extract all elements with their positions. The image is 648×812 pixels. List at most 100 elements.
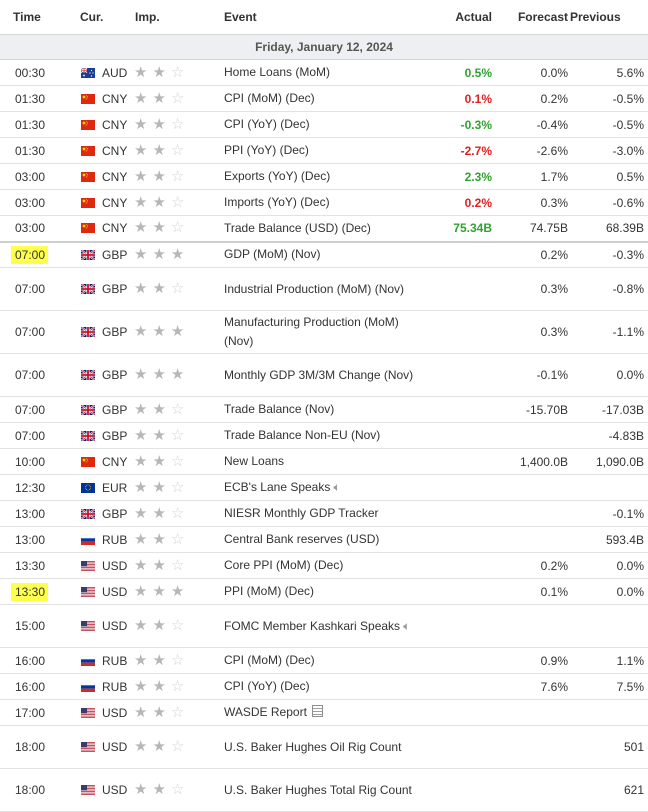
event-row[interactable]: 01:30 CNY ★ ★ ☆ CPI (MoM) (Dec) 0.1% 0.2% -0.5% [0, 85, 648, 112]
event-row[interactable]: 01:30 CNY ★ ★ ☆ CPI (YoY) (Dec) -0.3% -0.4% -0.5… [0, 111, 648, 138]
event-name[interactable]: Trade Balance (Nov) [224, 402, 335, 416]
event-row[interactable]: 03:00 CNY ★ ★ ☆ Exports (YoY) (Dec) 2.3% 1.7% 0.… [0, 163, 648, 190]
event-cell[interactable]: Exports (YoY) (Dec) [222, 163, 414, 190]
event-cell[interactable]: CPI (MoM) (Dec) [222, 647, 414, 674]
event-row[interactable]: 00:30 AUD ★ ★ ☆ Home Loans (MoM) 0.5% 0.0% 5.6% [0, 59, 648, 86]
event-name[interactable]: Central Bank reserves (USD) [224, 532, 380, 546]
event-cell[interactable]: Central Bank reserves (USD) [222, 526, 414, 553]
event-name[interactable]: NIESR Monthly GDP Tracker [224, 506, 379, 520]
event-name[interactable]: PPI (MoM) (Dec) [224, 584, 314, 598]
importance-cell: ★ ★ ☆ [132, 673, 222, 700]
previous-value: -4.83B [570, 422, 648, 449]
event-cell[interactable]: GDP (MoM) (Nov) [222, 241, 414, 268]
event-name[interactable]: Home Loans (MoM) [224, 65, 331, 79]
event-row[interactable]: 07:00 GBP ★ ★ ☆ Trade Balance (Nov) -15.70B -17… [0, 396, 648, 423]
header-currency[interactable]: Cur. [70, 0, 132, 35]
star-filled-icon: ★ [170, 366, 185, 383]
event-row[interactable]: 01:30 CNY ★ ★ ☆ PPI (YoY) (Dec) -2.7% -2.6% -3.0… [0, 137, 648, 164]
cn-flag-icon [81, 456, 95, 467]
event-row[interactable]: 10:00 CNY ★ ★ ☆ New Loans 1,400.0B 1,090.0B [0, 448, 648, 475]
currency-code: GBP [102, 506, 128, 521]
header-previous[interactable]: Previous [570, 0, 648, 35]
event-row[interactable]: 12:30 EUR ★ ★ ☆ ECB's Lane Speaks 🔈︎ [0, 474, 648, 501]
event-name[interactable]: U.S. Baker Hughes Total Rig Count [224, 782, 412, 797]
event-name[interactable]: Exports (YoY) (Dec) [224, 169, 331, 183]
time-value: 18:00 [15, 740, 46, 754]
event-name[interactable]: Trade Balance (USD) (Dec) [224, 220, 371, 235]
time-value: 13:00 [15, 506, 46, 521]
event-row[interactable]: 16:00 RUB ★ ★ ☆ CPI (MoM) (Dec) 0.9% 1.1% [0, 647, 648, 674]
event-row[interactable]: 07:00 GBP ★ ★ ★ Manufacturing Production (MoM… [0, 310, 648, 354]
event-cell[interactable]: PPI (YoY) (Dec) [222, 137, 414, 164]
event-cell[interactable]: PPI (MoM) (Dec) [222, 578, 414, 605]
event-row[interactable]: 13:00 GBP ★ ★ ☆ NIESR Monthly GDP Tracker -0.1… [0, 500, 648, 527]
event-row[interactable]: 03:00 CNY ★ ★ ☆ Trade Balance (USD) (Dec) 75.3… [0, 215, 648, 243]
time-value: 07:00 [15, 325, 46, 339]
event-row[interactable]: 16:00 RUB ★ ★ ☆ CPI (YoY) (Dec) 7.6% 7.5% [0, 673, 648, 700]
importance-cell: ★ ★ ☆ [132, 163, 222, 190]
event-name[interactable]: U.S. Baker Hughes Oil Rig Count [224, 739, 402, 754]
event-name[interactable]: ECB's Lane Speaks [224, 480, 331, 494]
event-cell[interactable]: Trade Balance Non-EU (Nov) [222, 422, 414, 449]
event-name[interactable]: CPI (YoY) (Dec) [224, 117, 310, 131]
currency-code: USD [102, 783, 128, 797]
event-row[interactable]: 18:00 USD ★ ★ ☆ U.S. Baker Hughes Oil Rig Cou… [0, 725, 648, 769]
event-cell[interactable]: U.S. Baker Hughes Total Rig Count [222, 768, 414, 812]
header-importance[interactable]: Imp. [132, 0, 222, 35]
event-name[interactable]: CPI (MoM) (Dec) [224, 91, 315, 105]
forecast-value: 0.3% [500, 310, 570, 354]
event-cell[interactable]: CPI (YoY) (Dec) [222, 111, 414, 138]
event-cell[interactable]: WASDE Report [222, 699, 414, 726]
event-name[interactable]: Monthly GDP 3M/3M Change (Nov) [224, 367, 414, 382]
event-name[interactable]: New Loans [224, 454, 285, 468]
event-cell[interactable]: Core PPI (MoM) (Dec) [222, 552, 414, 579]
event-name[interactable]: WASDE Report [224, 705, 307, 719]
event-row[interactable]: 07:00 GBP ★ ★ ☆ Industrial Production (MoM) (… [0, 267, 648, 311]
event-cell[interactable]: Trade Balance (Nov) [222, 396, 414, 423]
event-row[interactable]: 15:00 USD ★ ★ ☆ FOMC Member Kashkari Speaks 🔈︎ [0, 604, 648, 648]
forecast-value [500, 699, 570, 726]
event-name[interactable]: FOMC Member Kashkari Speaks [224, 618, 401, 633]
time-value: 03:00 [15, 195, 46, 210]
event-row[interactable]: 03:00 CNY ★ ★ ☆ Imports (YoY) (Dec) 0.2% 0.3% -0… [0, 189, 648, 216]
event-cell[interactable]: Home Loans (MoM) [222, 59, 414, 86]
event-cell[interactable]: Trade Balance (USD) (Dec) [222, 215, 414, 243]
event-row[interactable]: 18:00 USD ★ ★ ☆ U.S. Baker Hughes Total Rig C… [0, 768, 648, 812]
event-row[interactable]: 07:00 GBP ★ ★ ★ Monthly GDP 3M/3M Change (Nov… [0, 353, 648, 397]
header-actual[interactable]: Actual [414, 0, 500, 35]
event-cell[interactable]: ECB's Lane Speaks 🔈︎ [222, 474, 414, 501]
event-name[interactable]: Manufacturing Production (MoM) (Nov) [224, 315, 399, 348]
cn-flag-icon [81, 119, 95, 130]
event-cell[interactable]: FOMC Member Kashkari Speaks 🔈︎ [222, 604, 414, 648]
event-cell[interactable]: Industrial Production (MoM) (Nov) [222, 267, 414, 311]
event-cell[interactable]: CPI (MoM) (Dec) [222, 85, 414, 112]
event-cell[interactable]: Imports (YoY) (Dec) [222, 189, 414, 216]
event-row[interactable]: 13:30 USD ★ ★ ☆ Core PPI (MoM) (Dec) 0.2% 0.0% [0, 552, 648, 579]
forecast-value: 0.0% [500, 59, 570, 86]
event-row[interactable]: 07:00 GBP ★ ★ ☆ Trade Balance Non-EU (Nov) -4.… [0, 422, 648, 449]
previous-value: -0.3% [570, 241, 648, 268]
event-row[interactable]: 07:00 GBP ★ ★ ★ GDP (MoM) (Nov) 0.2% -0.3% [0, 241, 648, 268]
star-empty-icon: ☆ [170, 452, 185, 470]
event-row[interactable]: 13:00 RUB ★ ★ ☆ Central Bank reserves (USD) 59… [0, 526, 648, 553]
header-forecast[interactable]: Forecast [500, 0, 570, 35]
event-cell[interactable]: Monthly GDP 3M/3M Change (Nov) [222, 353, 414, 397]
event-name[interactable]: CPI (YoY) (Dec) [224, 679, 310, 693]
currency-code: RUB [102, 532, 128, 547]
event-cell[interactable]: NIESR Monthly GDP Tracker [222, 500, 414, 527]
event-name[interactable]: GDP (MoM) (Nov) [224, 247, 321, 262]
event-name[interactable]: Industrial Production (MoM) (Nov) [224, 281, 405, 296]
event-row[interactable]: 17:00 USD ★ ★ ☆ WASDE Report [0, 699, 648, 726]
event-cell[interactable]: CPI (YoY) (Dec) [222, 673, 414, 700]
event-cell[interactable]: U.S. Baker Hughes Oil Rig Count [222, 725, 414, 769]
event-name[interactable]: Core PPI (MoM) (Dec) [224, 558, 344, 572]
event-name[interactable]: Trade Balance Non-EU (Nov) [224, 428, 381, 442]
event-row[interactable]: 13:30 USD ★ ★ ★ PPI (MoM) (Dec) 0.1% 0.0% [0, 578, 648, 605]
header-time[interactable]: Time [0, 0, 70, 35]
event-name[interactable]: PPI (YoY) (Dec) [224, 143, 309, 157]
event-name[interactable]: Imports (YoY) (Dec) [224, 195, 330, 209]
event-name[interactable]: CPI (MoM) (Dec) [224, 653, 315, 667]
event-cell[interactable]: Manufacturing Production (MoM) (Nov) [222, 310, 414, 354]
header-event[interactable]: Event [222, 0, 414, 35]
event-cell[interactable]: New Loans [222, 448, 414, 475]
